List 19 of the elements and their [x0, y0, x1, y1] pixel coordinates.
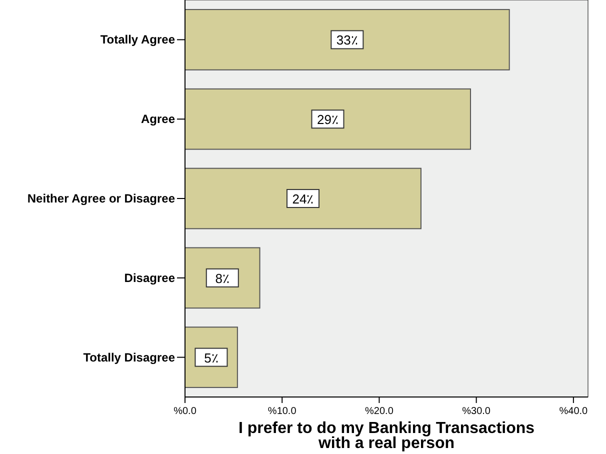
- y-tick-label: Disagree: [124, 270, 176, 285]
- data-label: 24٪: [292, 192, 314, 206]
- x-tick-label: %10.0: [268, 406, 297, 417]
- bar: [184, 88, 471, 150]
- data-label: 5٪: [204, 350, 218, 366]
- x-tick-label: %30.0: [462, 406, 491, 417]
- x-tick-label: %0.0: [174, 406, 197, 417]
- y-tick-label: Totally Disagree: [83, 350, 176, 364]
- y-tick-label: Agree: [140, 112, 176, 126]
- data-label: 29٪: [317, 112, 338, 128]
- bar: [184, 168, 422, 230]
- x-axis-title: I prefer to do my Banking Transactions with a real person: [238, 420, 535, 452]
- y-tick-label: Neither Agree or Disagree: [27, 192, 176, 206]
- y-tick-label: Totally Agree: [100, 32, 176, 47]
- data-label: 8٪: [215, 270, 230, 286]
- x-tick-label: %20.0: [365, 406, 394, 417]
- bar: [184, 9, 510, 70]
- data-label: 33٪: [336, 32, 358, 48]
- x-tick-label: %40.0: [559, 406, 588, 417]
